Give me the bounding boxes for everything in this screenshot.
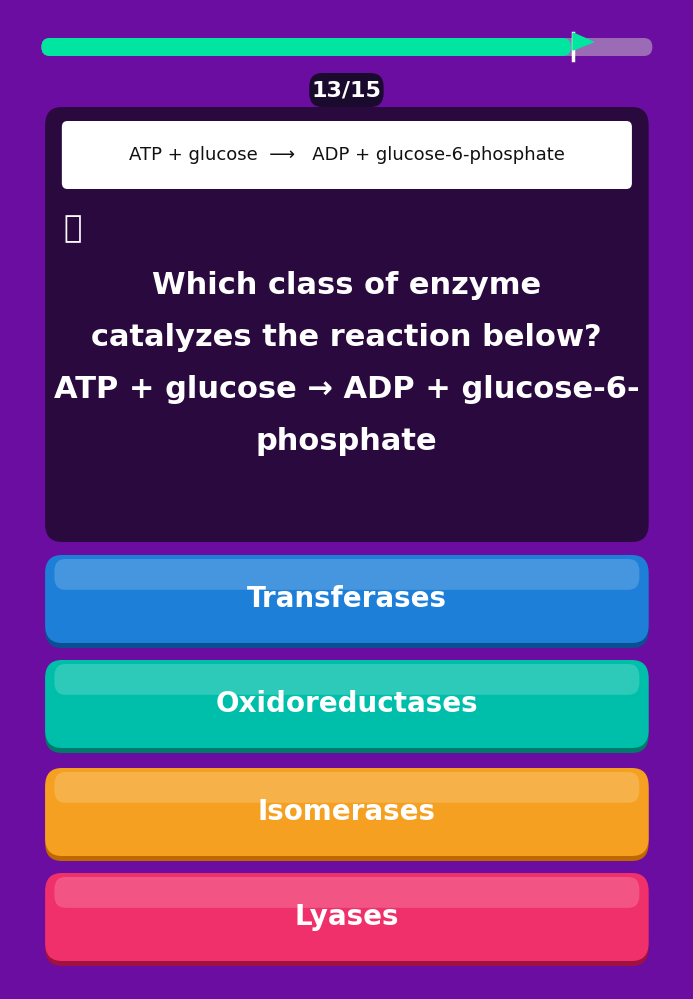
FancyBboxPatch shape bbox=[62, 121, 632, 189]
FancyBboxPatch shape bbox=[45, 773, 649, 861]
Text: phosphate: phosphate bbox=[256, 427, 437, 456]
FancyBboxPatch shape bbox=[42, 38, 652, 56]
FancyBboxPatch shape bbox=[55, 559, 640, 589]
Text: ATP + glucose  ⟶   ADP + glucose-6-phosphate: ATP + glucose ⟶ ADP + glucose-6-phosphat… bbox=[129, 146, 565, 164]
FancyBboxPatch shape bbox=[45, 560, 649, 648]
FancyBboxPatch shape bbox=[55, 772, 640, 803]
Text: Oxidoreductases: Oxidoreductases bbox=[216, 690, 478, 718]
FancyBboxPatch shape bbox=[309, 73, 384, 107]
Text: ⌕: ⌕ bbox=[64, 215, 82, 244]
FancyBboxPatch shape bbox=[45, 665, 649, 753]
FancyBboxPatch shape bbox=[45, 555, 649, 643]
FancyBboxPatch shape bbox=[45, 768, 649, 856]
FancyBboxPatch shape bbox=[55, 877, 640, 908]
FancyBboxPatch shape bbox=[45, 878, 649, 966]
Text: ATP + glucose → ADP + glucose-6-: ATP + glucose → ADP + glucose-6- bbox=[53, 375, 639, 404]
FancyBboxPatch shape bbox=[45, 107, 649, 542]
FancyBboxPatch shape bbox=[42, 38, 571, 56]
Polygon shape bbox=[573, 33, 593, 50]
FancyBboxPatch shape bbox=[45, 660, 649, 748]
Text: Isomerases: Isomerases bbox=[258, 798, 436, 826]
FancyBboxPatch shape bbox=[55, 664, 640, 694]
Text: 13/15: 13/15 bbox=[311, 80, 381, 100]
Text: Lyases: Lyases bbox=[295, 903, 399, 931]
Text: catalyzes the reaction below?: catalyzes the reaction below? bbox=[91, 323, 602, 352]
FancyBboxPatch shape bbox=[45, 873, 649, 961]
Text: Which class of enzyme: Which class of enzyme bbox=[152, 271, 541, 300]
Text: Transferases: Transferases bbox=[247, 585, 447, 613]
